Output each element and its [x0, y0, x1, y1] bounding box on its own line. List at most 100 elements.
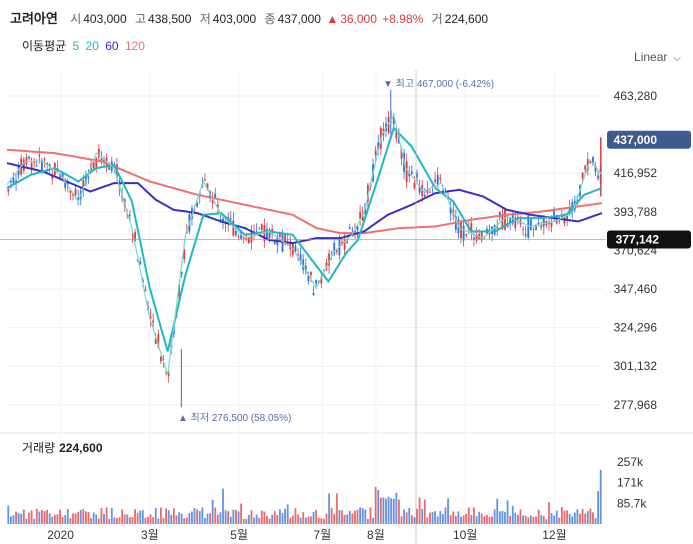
candle-body — [426, 189, 429, 194]
candle-body — [408, 173, 411, 177]
high-value: 438,500 — [148, 12, 192, 26]
candle-body — [59, 173, 61, 178]
volume-bar — [126, 514, 129, 524]
candle-body — [343, 239, 346, 250]
candle-body — [413, 182, 416, 189]
volume-bar — [312, 511, 315, 524]
volume-bar — [498, 511, 501, 524]
candle-body — [108, 165, 111, 170]
candle-body — [351, 229, 354, 231]
volume-bar — [504, 511, 506, 524]
volume-bar — [566, 510, 568, 524]
volume-bar — [369, 507, 372, 524]
candle-body — [529, 218, 532, 230]
candle-body — [589, 162, 592, 164]
candle-body — [537, 222, 540, 225]
volume-bar — [139, 510, 142, 524]
candle-body — [30, 162, 33, 170]
candle-body — [183, 249, 186, 259]
candle-body — [392, 117, 395, 125]
ma-60-label[interactable]: 60 — [105, 39, 119, 53]
candle-body — [38, 154, 41, 157]
candle-body — [429, 191, 431, 193]
volume-bar — [475, 516, 478, 524]
candle-body — [460, 222, 462, 239]
y-tick-label: 393,788 — [614, 205, 658, 219]
volume-bar — [97, 518, 100, 524]
volume-bar — [20, 513, 23, 524]
candle-body — [493, 225, 496, 235]
candle-body — [542, 216, 545, 227]
volume-bar — [374, 486, 377, 524]
candle-body — [449, 206, 452, 214]
candle-body — [366, 184, 369, 202]
ma-120-label[interactable]: 120 — [124, 39, 145, 53]
candle-body — [211, 197, 214, 204]
candle-body — [294, 246, 297, 252]
candle-body — [496, 227, 499, 229]
candle-body — [509, 218, 512, 223]
candle-body — [92, 162, 95, 169]
candle-body — [157, 334, 160, 348]
volume-bar — [43, 511, 46, 524]
volume-bar — [426, 517, 429, 524]
ma-20-label[interactable]: 20 — [85, 39, 99, 53]
candle-body — [77, 197, 80, 200]
volume-bar — [462, 515, 465, 524]
candle-body — [222, 218, 224, 222]
volume-bar — [382, 497, 385, 524]
candle-body — [592, 157, 594, 165]
volume-bar — [253, 517, 255, 524]
volume-bar — [410, 515, 413, 524]
volume-bar — [320, 518, 323, 524]
candle-body — [100, 158, 103, 161]
volume-bar — [465, 513, 468, 524]
candle-body — [302, 259, 305, 270]
volume-bar — [485, 514, 488, 524]
candle-body — [377, 142, 380, 151]
volume-bar — [408, 507, 411, 524]
volume-bar — [121, 509, 124, 524]
ma-5-label[interactable]: 5 — [72, 39, 80, 53]
candle-body — [258, 228, 261, 230]
volume-bar — [542, 515, 545, 524]
candle-body — [359, 212, 362, 219]
candle-body — [348, 227, 351, 229]
candle-body — [395, 129, 398, 139]
volume-bar — [260, 510, 263, 524]
volume-bar — [594, 518, 597, 524]
moving-average-legend[interactable]: 이동평균 5 20 60 120 — [22, 37, 148, 54]
scale-selector-button[interactable]: Linear ⌵ — [634, 50, 681, 64]
crosshair-price-text: 377,142 — [616, 233, 660, 247]
volume-bar — [573, 512, 576, 524]
candle-body — [48, 164, 51, 167]
volume-bar — [359, 507, 362, 524]
volume-bar — [64, 515, 67, 524]
volume-bar — [69, 518, 72, 524]
candle-body — [219, 219, 222, 221]
volume-bar — [346, 514, 349, 524]
candle-body — [501, 213, 504, 230]
volume-bar — [147, 516, 149, 524]
candle-body — [470, 223, 473, 233]
volume-bar — [266, 515, 268, 524]
candle-body — [144, 289, 147, 291]
volume-bar — [537, 509, 540, 524]
candle-body — [387, 117, 390, 133]
volume-bar — [92, 512, 95, 524]
volume-bar — [185, 517, 188, 524]
stock-name: 고려아연 — [10, 11, 58, 26]
volume-bar — [118, 517, 121, 524]
volume-bar — [310, 516, 312, 524]
high-label: 고 — [134, 12, 147, 26]
candle-body — [594, 165, 597, 173]
volume-bar — [439, 511, 442, 524]
volume-bar — [74, 513, 77, 524]
volume-bar — [165, 508, 168, 524]
volume-tick-label: 257k — [617, 455, 644, 469]
volume-bar — [33, 518, 36, 524]
candle-body — [196, 202, 199, 207]
volume-bar — [188, 513, 191, 524]
volume-bar — [268, 518, 271, 524]
